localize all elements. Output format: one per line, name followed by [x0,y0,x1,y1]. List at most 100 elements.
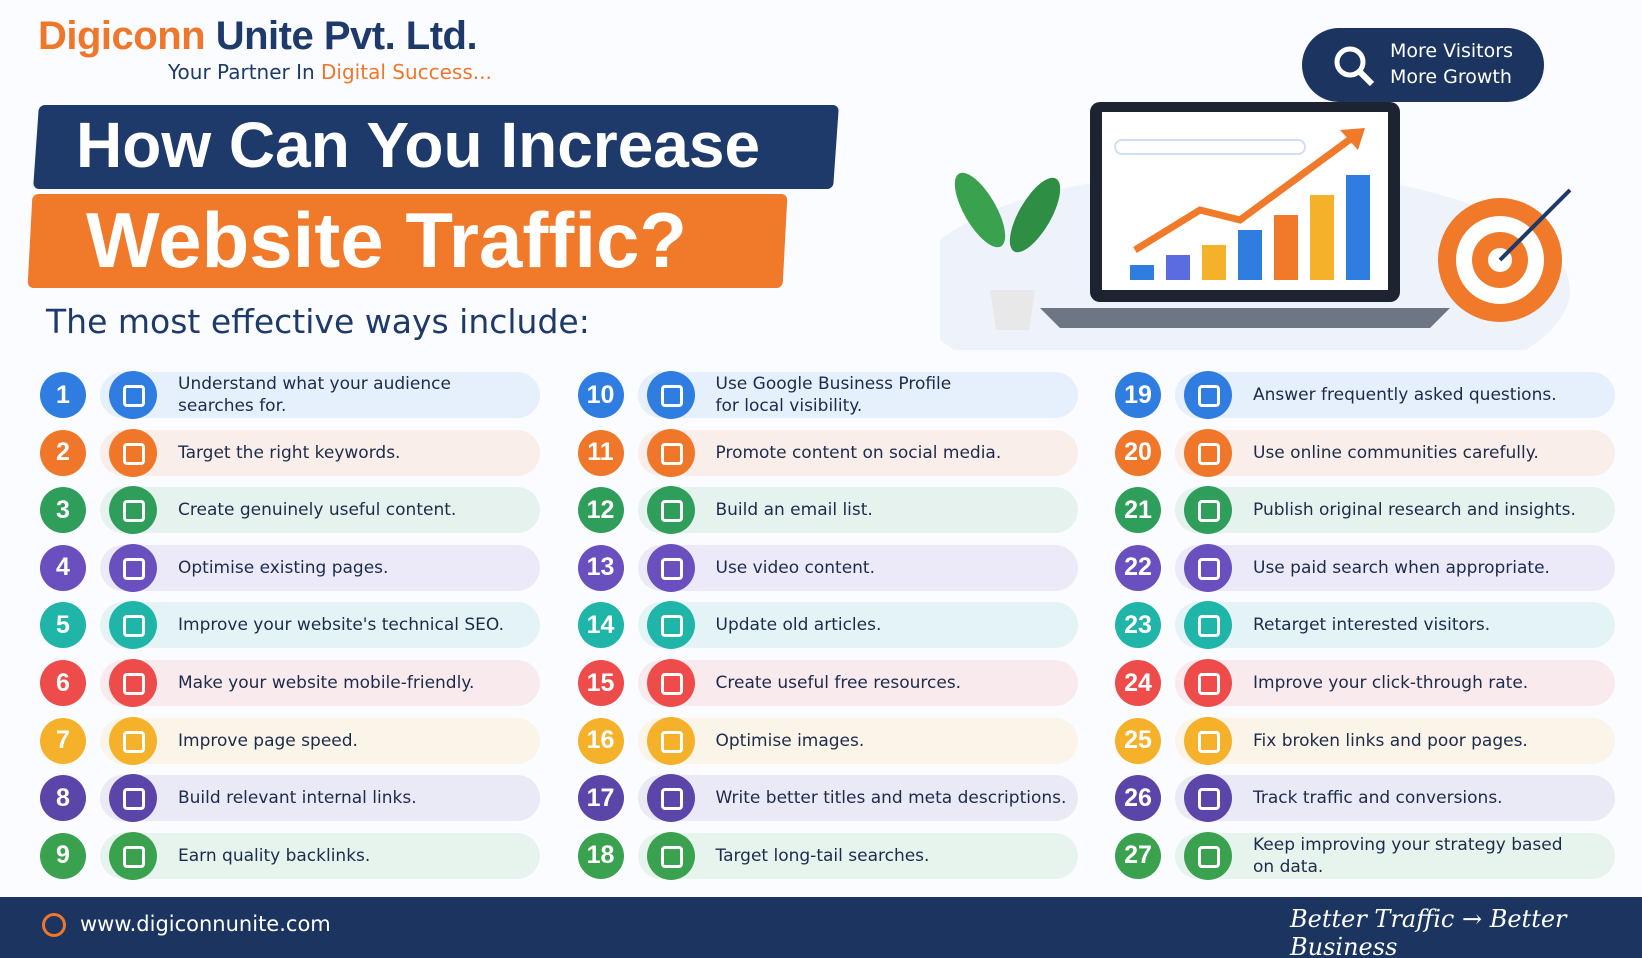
item-number: 10 [577,372,624,418]
item-text-line: on data. [1253,856,1324,877]
illustration [940,102,1572,350]
item-background [637,487,1078,534]
item: 24 Improve your click-through rate. [1115,658,1615,708]
item-background [100,602,540,649]
item: 13 Use video content. [577,543,1078,593]
brand-first: Digiconn [38,14,206,58]
item-number: 22 [1115,544,1161,591]
item-text-line: for local visibility. [715,396,863,416]
item-number: 15 [577,660,624,706]
item-icon [109,543,157,592]
item-text-line: Promote content on social media. [715,442,1002,463]
subtitle: The most effective ways include: [46,302,590,341]
item-icon [646,659,695,707]
item-icon [1184,371,1232,419]
item-text: Use video content. [716,543,876,593]
item-number: 21 [1115,487,1161,534]
item: 2 Target the right keywords. [40,428,540,478]
tagline-start: Your Partner In [168,60,315,84]
item: 20 Use online communities carefully. [1115,428,1615,478]
slogan-end: Better Business [1290,905,1567,958]
item-text: Target the right keywords. [178,428,400,478]
slogan-start: Better Traffic [1290,905,1455,933]
item-number: 19 [1115,372,1161,418]
item: 18 Target long-tail searches. [577,831,1078,881]
footer [0,897,1642,958]
globe-icon [42,913,66,937]
item-icon [109,601,157,650]
item-icon [1184,831,1232,880]
item-text-line: Target the right keywords. [178,442,401,463]
item-icon [646,543,695,592]
item-text-line: Optimise existing pages. [178,557,389,578]
item-background [1175,775,1615,822]
item-icon [109,774,157,823]
item-icon [1184,543,1232,592]
item-text: Target long-tail searches. [716,831,930,881]
item-text: Make your website mobile-friendly. [178,658,474,708]
item-number: 13 [577,544,624,591]
item-text-line: Use online communities carefully. [1253,442,1539,463]
item-background [100,487,540,534]
item-text-line: Use paid search when appropriate. [1253,557,1550,578]
item-number: 5 [40,602,86,649]
item-background [1175,717,1615,764]
item-background [637,775,1078,822]
badge-text: More Growth [1390,66,1512,88]
item-text: Use online communities carefully. [1253,428,1539,478]
item-background [1175,660,1615,706]
item-text-line: Publish original research and insights. [1253,500,1576,521]
item-icon [646,371,695,419]
item-number: 12 [577,487,624,534]
item-text: Improve page speed. [178,716,358,766]
item-text-line: Update old articles. [715,615,882,636]
item-background [637,717,1078,764]
item-text-line: Understand what your audience [178,374,451,394]
item-text-line: Improve your website's technical SEO. [178,615,504,636]
item-text-line: searches for. [178,396,287,416]
title-line: Website Traffic? [86,196,688,284]
item-number: 20 [1115,429,1161,476]
item-background [1175,544,1615,591]
item: 19 Answer frequently asked questions. [1115,370,1615,420]
item-icon [1184,716,1232,765]
item-background [637,832,1078,879]
item-text: Promote content on social media. [716,428,1002,478]
item-text: Optimise images. [716,716,865,766]
badge-text: More Visitors [1390,40,1513,62]
item-text: Track traffic and conversions. [1253,773,1503,823]
item-number: 25 [1115,717,1161,764]
item-background [100,717,540,764]
item: 11 Promote content on social media. [577,428,1078,478]
item: 4 Optimise existing pages. [40,543,540,593]
item-text-line: Use Google Business Profile [715,374,952,394]
item-number: 2 [40,429,86,476]
item: 21 Publish original research and insights… [1115,485,1615,535]
item-background [1175,372,1615,418]
item-icon [646,428,695,477]
item-background [637,372,1078,418]
item-text-line: Create genuinely useful content. [178,500,457,521]
item-text: Keep improving your strategy based on dat… [1253,831,1563,881]
item-text: Improve your click-through rate. [1253,658,1528,708]
item-background [1175,832,1615,879]
item-text-line: Build an email list. [715,500,873,521]
item-icon [109,831,157,880]
item-background [100,832,540,879]
item: 15 Create useful free resources. [577,658,1078,708]
item-background [637,429,1078,476]
item: 3 Create genuinely useful content. [40,485,540,535]
item: 6 Make your website mobile-friendly. [40,658,540,708]
item-text-line: Retarget interested visitors. [1253,615,1491,636]
item-text-line: Keep improving your strategy based [1253,834,1563,855]
item: 7 Improve page speed. [40,716,540,766]
item: 27 Keep improving your strategy based on d… [1115,831,1615,881]
item-icon [646,774,695,823]
item-icon [646,601,695,650]
item-number: 6 [40,660,86,706]
item-text: Fix broken links and poor pages. [1253,716,1528,766]
item-icon [1184,486,1232,535]
item: 22 Use paid search when appropriate. [1115,543,1615,593]
item-background [1175,487,1615,534]
item-background [637,660,1078,706]
